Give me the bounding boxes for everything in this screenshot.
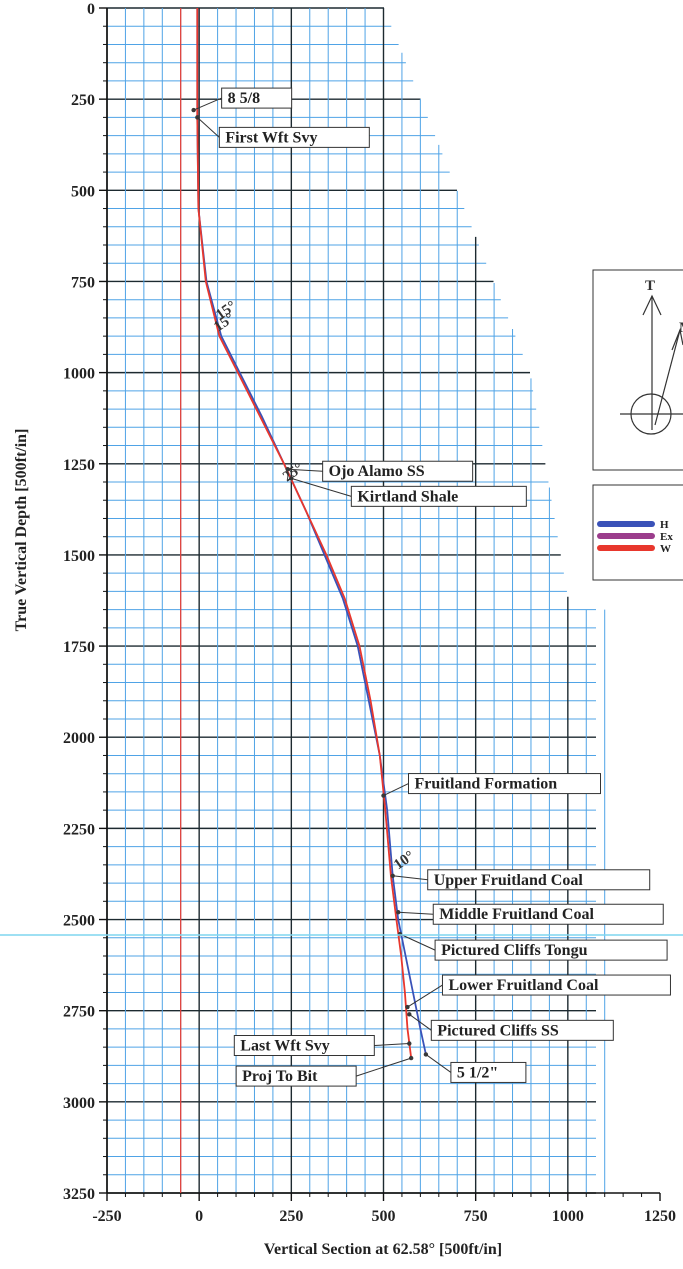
y-tick-label: 250 — [71, 92, 95, 109]
annotation-box — [427, 869, 651, 891]
annotation-box — [221, 87, 293, 109]
y-tick-label: 500 — [71, 183, 95, 200]
annotation-box — [430, 1019, 614, 1041]
series — [180, 8, 427, 1193]
y-tick-label: 2250 — [63, 821, 95, 838]
annotation-leader — [425, 1054, 452, 1073]
annotation-label: Proj To Bit — [242, 1068, 318, 1085]
annotation-point — [191, 107, 196, 113]
annotation-box — [450, 1061, 527, 1083]
x-axis-title: Vertical Section at 62.58° [500ft/in] — [264, 1241, 502, 1258]
annotation-label: First Wft Svy — [225, 129, 317, 146]
y-tick-label: 3000 — [63, 1095, 95, 1112]
annotation-point — [289, 476, 294, 481]
annotation-box — [441, 974, 671, 996]
annotation-label: Ojo Alamo SS — [329, 463, 425, 480]
annotation-label: Upper Fruitland Coal — [434, 872, 584, 889]
legend-label: W — [660, 543, 671, 555]
annotation-box — [322, 460, 474, 482]
annotation-leader — [399, 933, 436, 951]
annotation-point — [396, 910, 401, 915]
annotation-box — [218, 126, 370, 148]
series-line-0 — [196, 8, 427, 1055]
annotation-leader — [392, 875, 428, 881]
x-tick-label: 1250 — [644, 1208, 676, 1225]
y-tick-label: 2000 — [63, 730, 95, 747]
annotation-label: 8 5/8 — [228, 90, 260, 107]
annotation-label: Middle Fruitland Coal — [439, 906, 594, 923]
x-tick-label: 250 — [279, 1208, 303, 1225]
annotation-label: 5 1/2" — [457, 1064, 498, 1081]
annotation-box — [350, 485, 527, 507]
north-label-true: T — [645, 278, 655, 294]
north-arrow-panel: T M — [592, 269, 683, 471]
annotation-leader — [193, 97, 222, 111]
y-tick-label: 1750 — [63, 639, 95, 656]
annotation-box — [233, 1035, 375, 1057]
annotation-box — [408, 773, 601, 795]
annotation-label: Lower Fruitland Coal — [448, 977, 598, 994]
annotation-box — [432, 903, 664, 925]
y-tick-label: 750 — [71, 274, 95, 291]
annotation-leader — [196, 117, 220, 138]
x-tick-label: 0 — [195, 1208, 203, 1225]
inclination-label: 10° — [391, 848, 417, 873]
y-tick-label: 2750 — [63, 1004, 95, 1021]
annotation-label: Last Wft Svy — [240, 1038, 330, 1055]
annotation-leader — [409, 1013, 432, 1031]
y-tick-label: 0 — [87, 1, 95, 18]
series-line-1 — [196, 8, 413, 1059]
x-tick-label: 500 — [372, 1208, 396, 1225]
annotation-leader — [398, 911, 434, 915]
y-tick-label: 1250 — [63, 457, 95, 474]
y-tick-label: 2500 — [63, 913, 95, 930]
annotation-label: Fruitland Formation — [415, 776, 558, 793]
axes: 0250500750100012501500175020002250250027… — [63, 1, 676, 1225]
x-tick-label: 1000 — [552, 1208, 584, 1225]
legend-label: H — [660, 519, 669, 531]
grid — [106, 7, 606, 1194]
annotations: 8 5/8 First Wft Svy Ojo Alamo SS Kirtland S… — [191, 87, 671, 1087]
y-axis-title: True Vertical Depth [500ft/in] — [13, 429, 30, 632]
annotation-box — [434, 939, 668, 961]
x-tick-label: -250 — [92, 1208, 121, 1225]
y-tick-label: 1000 — [63, 366, 95, 383]
north-label-magnetic: M — [679, 320, 683, 336]
annotation-leader — [291, 477, 352, 497]
annotation-leader — [355, 1057, 412, 1077]
annotation-label: Kirtland Shale — [357, 488, 458, 505]
annotation-leader — [287, 468, 323, 472]
x-tick-label: 750 — [464, 1208, 488, 1225]
annotation-leader — [383, 783, 409, 797]
legend-label: Ex — [660, 531, 673, 543]
annotation-leader — [407, 984, 443, 1008]
annotation-box — [235, 1065, 357, 1087]
y-tick-label: 3250 — [63, 1186, 95, 1203]
annotation-leader — [374, 1043, 410, 1047]
y-tick-label: 1500 — [63, 548, 95, 565]
annotation-label: Pictured Cliffs SS — [437, 1022, 559, 1039]
annotation-label: Pictured Cliffs Tongu — [441, 942, 587, 959]
